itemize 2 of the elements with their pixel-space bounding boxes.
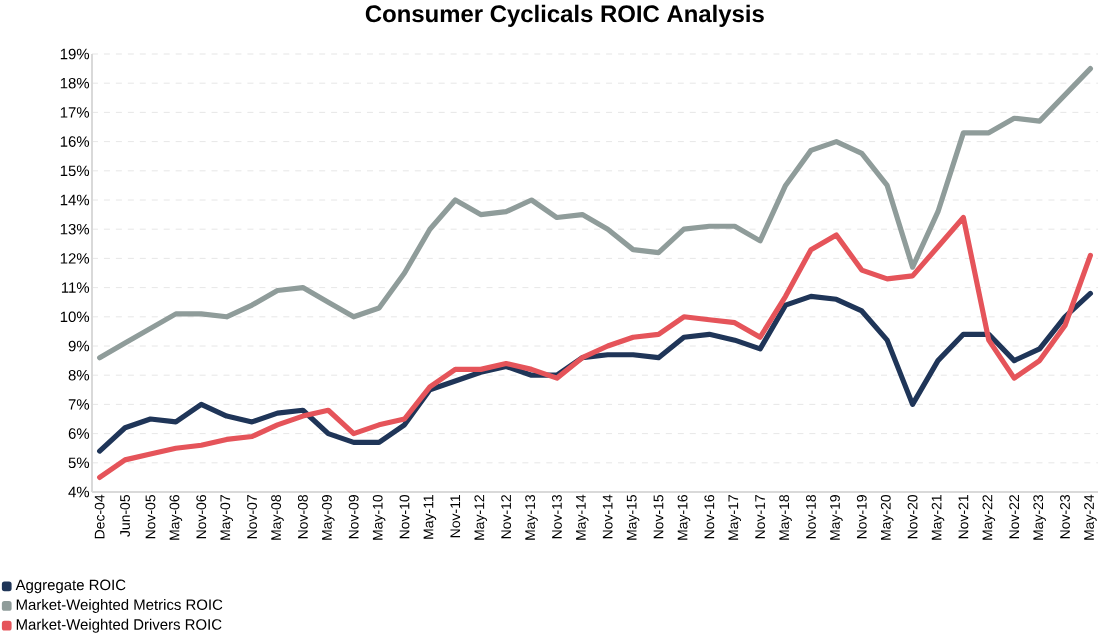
line-series — [97, 214, 1093, 480]
chart-title: Consumer Cyclicals ROIC Analysis — [365, 4, 764, 28]
